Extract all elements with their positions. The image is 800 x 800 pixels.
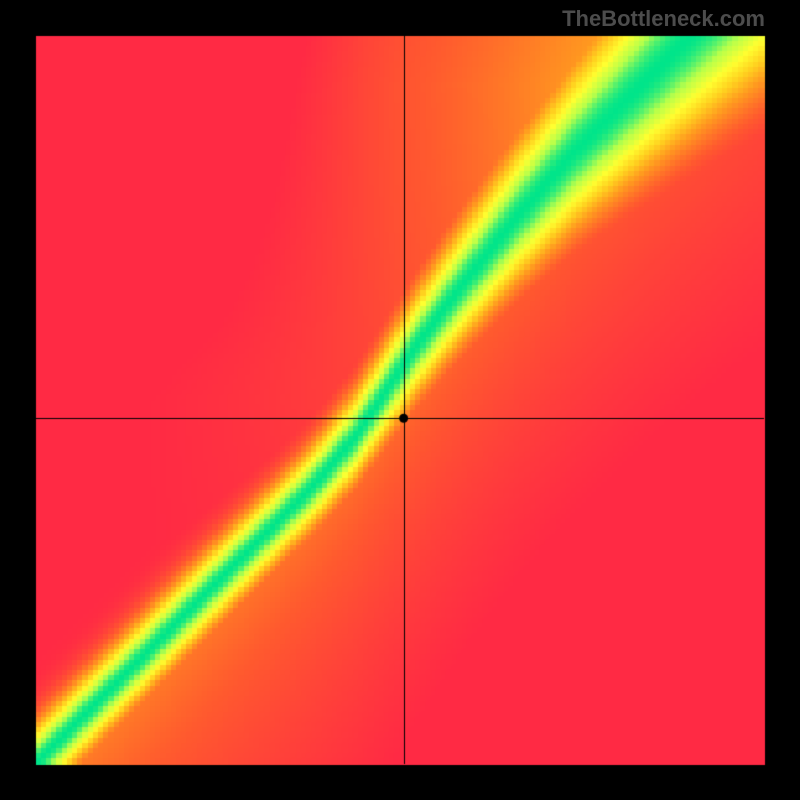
chart-container: TheBottleneck.com xyxy=(0,0,800,800)
heatmap-canvas xyxy=(0,0,800,800)
watermark-text: TheBottleneck.com xyxy=(562,6,765,32)
